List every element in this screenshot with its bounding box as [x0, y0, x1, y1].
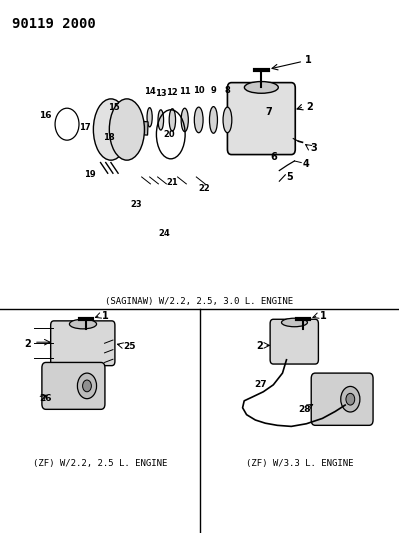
Ellipse shape [194, 107, 203, 133]
Text: (ZF) W/3.3 L. ENGINE: (ZF) W/3.3 L. ENGINE [245, 459, 353, 469]
Text: 15: 15 [109, 103, 120, 112]
Ellipse shape [223, 107, 232, 133]
FancyBboxPatch shape [227, 83, 295, 155]
Text: 10: 10 [193, 86, 205, 95]
Text: 1: 1 [320, 311, 327, 320]
Circle shape [83, 380, 91, 392]
Text: 23: 23 [131, 200, 142, 209]
Text: 17: 17 [79, 123, 91, 132]
Text: 14: 14 [144, 87, 156, 96]
Text: 19: 19 [84, 170, 95, 179]
Text: 4: 4 [302, 159, 309, 168]
Text: 28: 28 [298, 405, 311, 414]
Text: 2: 2 [24, 339, 31, 349]
Text: 2: 2 [306, 102, 313, 111]
Text: 3: 3 [311, 143, 318, 153]
Text: 11: 11 [179, 87, 191, 96]
Ellipse shape [69, 319, 97, 329]
Circle shape [341, 386, 360, 412]
Ellipse shape [209, 107, 217, 133]
Ellipse shape [244, 82, 279, 93]
FancyBboxPatch shape [51, 321, 115, 366]
Text: 1: 1 [102, 311, 109, 320]
Ellipse shape [93, 99, 128, 160]
Text: 6: 6 [271, 152, 277, 161]
Ellipse shape [147, 108, 152, 127]
Text: 26: 26 [39, 394, 51, 403]
Text: 2: 2 [257, 342, 263, 351]
FancyBboxPatch shape [270, 319, 318, 364]
Text: 1: 1 [305, 55, 312, 65]
Text: 20: 20 [163, 130, 175, 139]
Text: 16: 16 [39, 111, 51, 120]
Text: 12: 12 [166, 88, 178, 97]
FancyBboxPatch shape [42, 362, 105, 409]
Text: 7: 7 [265, 107, 272, 117]
Circle shape [346, 393, 355, 405]
Text: 13: 13 [155, 89, 167, 98]
Text: (ZF) W/2.2, 2.5 L. ENGINE: (ZF) W/2.2, 2.5 L. ENGINE [33, 459, 167, 469]
Text: 18: 18 [103, 133, 115, 142]
Text: 27: 27 [255, 381, 267, 389]
Text: 24: 24 [159, 229, 170, 238]
Ellipse shape [181, 108, 188, 132]
Text: 9: 9 [211, 86, 216, 95]
Text: 21: 21 [167, 178, 178, 187]
Circle shape [77, 373, 97, 399]
FancyBboxPatch shape [311, 373, 373, 425]
Text: 5: 5 [286, 172, 293, 182]
Text: 90119 2000: 90119 2000 [12, 17, 96, 31]
Ellipse shape [158, 110, 164, 130]
Ellipse shape [109, 99, 144, 160]
Text: 22: 22 [199, 184, 210, 193]
Text: 25: 25 [123, 342, 135, 351]
Bar [106, 119, 148, 135]
Ellipse shape [282, 318, 307, 327]
Ellipse shape [169, 109, 176, 131]
Text: 8: 8 [225, 86, 230, 95]
Text: (SAGINAW) W/2.2, 2.5, 3.0 L. ENGINE: (SAGINAW) W/2.2, 2.5, 3.0 L. ENGINE [105, 297, 294, 306]
